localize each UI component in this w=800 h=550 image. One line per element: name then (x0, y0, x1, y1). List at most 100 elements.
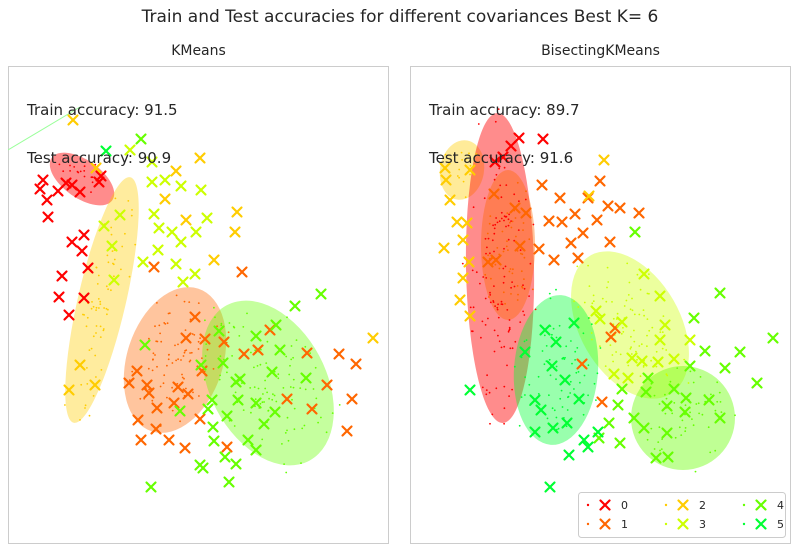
test-point-class-3 (106, 240, 118, 252)
kmeans-decision-line (8, 106, 81, 151)
train-point-class-4 (734, 414, 736, 417)
train-point-class-1 (151, 369, 154, 372)
train-point-class-0 (493, 250, 495, 253)
train-point-class-1 (159, 385, 162, 388)
train-point-class-2 (462, 180, 465, 183)
test-point-class-1 (569, 208, 581, 220)
train-point-class-3 (687, 382, 690, 384)
train-point-class-3 (616, 312, 619, 315)
train-point-class-2 (461, 159, 463, 161)
train-point-class-1 (183, 351, 186, 354)
train-point-class-1 (190, 351, 193, 354)
test-point-class-0 (63, 309, 75, 321)
legend: 0 1 2 3 4 5 (578, 492, 786, 538)
test-point-class-1 (605, 331, 617, 343)
test-point-class-3 (668, 353, 680, 365)
train-point-class-2 (102, 329, 105, 332)
train-point-class-3 (683, 358, 686, 361)
test-point-class-2 (208, 254, 220, 266)
legend-train-marker (586, 522, 590, 526)
train-point-class-1 (507, 249, 509, 252)
train-point-class-0 (524, 198, 527, 201)
train-point-class-2 (79, 419, 81, 421)
train-point-class-3 (615, 351, 617, 353)
train-point-class-1 (193, 334, 196, 336)
train-point-class-0 (494, 305, 496, 307)
legend-item-5: 5 (742, 518, 784, 531)
train-point-class-4 (261, 438, 264, 441)
train-point-class-4 (664, 412, 667, 415)
train-point-class-1 (188, 301, 191, 303)
train-point-class-1 (163, 374, 166, 377)
test-point-class-4 (270, 319, 282, 331)
train-point-class-5 (577, 371, 580, 373)
train-point-class-5 (520, 396, 523, 398)
test-point-class-3 (137, 256, 149, 268)
legend-label: 3 (699, 518, 706, 531)
train-point-class-5 (579, 381, 581, 384)
train-point-class-3 (638, 345, 641, 347)
test-point-class-3 (166, 226, 178, 238)
train-point-class-4 (266, 391, 268, 394)
train-point-class-1 (525, 190, 527, 193)
train-point-class-4 (292, 356, 294, 359)
train-point-class-4 (250, 411, 252, 414)
train-point-class-1 (175, 359, 178, 362)
legend-train-marker (586, 503, 590, 507)
train-point-class-4 (282, 387, 285, 389)
train-point-class-4 (250, 351, 252, 354)
train-point-class-4 (689, 411, 691, 414)
test-point-class-4 (219, 451, 231, 463)
test-point-class-3 (189, 268, 201, 280)
test-point-class-1 (238, 348, 250, 360)
train-point-class-5 (595, 399, 597, 401)
test-point-class-3 (626, 352, 638, 364)
train-point-class-2 (112, 262, 114, 265)
test-point-class-0 (42, 211, 54, 223)
legend-train-marker (664, 503, 668, 507)
ellipse-class-1 (123, 287, 227, 433)
test-point-class-4 (661, 400, 673, 412)
train-point-class-4 (281, 443, 283, 445)
test-point-class-0 (78, 292, 90, 304)
legend-label: 2 (699, 499, 706, 512)
train-point-class-3 (665, 349, 668, 351)
bisecting-test-accuracy: Test accuracy: 91.6 (428, 149, 573, 167)
train-point-class-1 (171, 409, 174, 412)
train-point-class-0 (489, 154, 492, 157)
train-point-class-3 (612, 360, 614, 363)
train-point-class-1 (163, 322, 166, 324)
test-point-class-2 (63, 384, 75, 396)
train-point-class-3 (648, 329, 651, 332)
train-point-class-3 (611, 354, 614, 356)
train-point-class-0 (503, 422, 505, 425)
test-point-class-1 (163, 434, 175, 446)
test-point-class-1 (576, 358, 588, 370)
train-point-class-1 (180, 359, 182, 361)
train-point-class-2 (444, 153, 447, 156)
train-point-class-0 (491, 413, 494, 416)
test-point-class-4 (250, 397, 262, 409)
train-point-class-3 (592, 294, 595, 297)
train-point-class-1 (487, 254, 489, 257)
train-point-class-0 (477, 123, 480, 125)
train-point-class-0 (503, 345, 506, 348)
train-point-class-4 (286, 416, 289, 419)
train-point-class-0 (481, 320, 484, 323)
test-point-class-5 (464, 384, 476, 396)
train-point-class-1 (227, 331, 230, 334)
train-point-class-5 (565, 345, 568, 348)
train-point-class-0 (483, 197, 486, 200)
test-point-class-1 (509, 202, 521, 214)
test-point-class-0 (37, 174, 49, 186)
train-point-class-0 (502, 267, 505, 270)
train-point-class-1 (171, 386, 174, 389)
legend-label: 0 (621, 499, 628, 512)
test-point-class-2 (583, 190, 595, 202)
train-point-class-0 (83, 170, 86, 172)
train-point-class-1 (167, 358, 170, 361)
test-point-class-5 (550, 336, 562, 348)
train-point-class-1 (502, 250, 505, 253)
train-point-class-1 (489, 215, 492, 218)
train-point-class-0 (496, 221, 499, 224)
